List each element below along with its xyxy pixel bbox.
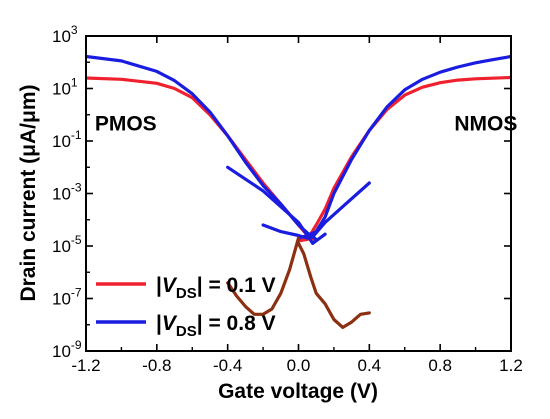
axis-ticks xyxy=(85,35,512,352)
x-tick-label-0: -1.2 xyxy=(71,356,100,375)
tick-labels: -1.2 -0.8 -0.4 0.0 0.4 0.8 1.2 103 101 10-1 10-3 10… xyxy=(52,23,523,375)
y-axis-title-close: ) xyxy=(17,84,40,91)
x-tick-label-4: 0.4 xyxy=(358,356,382,375)
x-axis-title: Gate voltage (V) xyxy=(218,380,378,403)
y-axis-title-main: Drain current ( xyxy=(17,157,40,302)
y-tick-label-2: 10-1 xyxy=(52,128,82,151)
x-tick-label-2: -0.4 xyxy=(213,356,242,375)
y-tick-label-5: 10-7 xyxy=(52,286,82,309)
series-1-curve-2 xyxy=(296,54,511,240)
y-axis-title: Drain current (μA/μm) xyxy=(17,84,40,301)
x-tick-label-3: 0.0 xyxy=(287,356,311,375)
legend: |VDS| = 0.1 V |VDS| = 0.8 V xyxy=(96,274,276,340)
series-1-curve-0 xyxy=(86,54,318,241)
y-axis-title-unit: μA/μm xyxy=(17,91,40,156)
annotation-pmos: PMOS xyxy=(95,113,157,136)
y-tick-label-4: 10-5 xyxy=(52,233,82,256)
annotation-nmos: NMOS xyxy=(454,113,517,136)
x-tick-label-6: 1.2 xyxy=(499,356,523,375)
plot-curves xyxy=(86,54,511,329)
series-2-curve-0 xyxy=(226,236,301,316)
legend-label-0: |VDS| = 0.1 V xyxy=(156,274,276,302)
series-2-curve-1 xyxy=(296,241,371,329)
y-tick-label-1: 101 xyxy=(52,76,78,99)
legend-label-1: |VDS| = 0.8 V xyxy=(156,312,276,340)
x-tick-label-5: 0.8 xyxy=(428,356,452,375)
y-tick-label-3: 10-3 xyxy=(52,181,82,204)
series-1-curve-3 xyxy=(261,181,371,240)
y-tick-label-0: 103 xyxy=(52,23,78,46)
x-tick-label-1: -0.8 xyxy=(142,356,171,375)
y-tick-label-6: 10-9 xyxy=(52,338,82,361)
annotations: PMOS NMOS xyxy=(95,113,517,136)
series-1-curve-1 xyxy=(226,165,327,245)
